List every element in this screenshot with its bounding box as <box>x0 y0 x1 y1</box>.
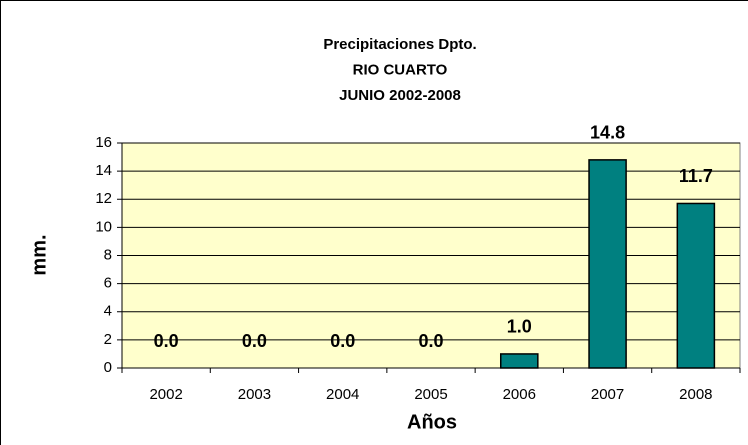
chart-title: RIO CUARTO <box>353 61 448 78</box>
y-tick-label: 2 <box>104 331 112 348</box>
x-tick-label: 2007 <box>591 386 624 403</box>
chart-title: Precipitaciones Dpto. <box>323 36 476 53</box>
x-tick-label: 2004 <box>326 386 359 403</box>
bar <box>588 159 627 369</box>
value-label: 11.7 <box>679 166 713 186</box>
value-label: 0.0 <box>330 331 355 351</box>
value-label: 0.0 <box>242 331 267 351</box>
x-tick-label: 2008 <box>679 386 712 403</box>
y-tick-label: 14 <box>95 162 112 179</box>
x-axis-title: Años <box>407 411 457 433</box>
y-tick-label: 8 <box>104 246 112 263</box>
y-tick-label: 16 <box>95 134 112 151</box>
value-label: 1.0 <box>507 317 532 337</box>
bar <box>499 353 539 369</box>
y-tick-label: 12 <box>95 190 112 207</box>
y-tick-label: 4 <box>104 303 112 320</box>
y-axis-title: mm. <box>28 234 50 275</box>
x-tick-label: 2003 <box>238 386 271 403</box>
y-tick-label: 10 <box>95 218 112 235</box>
bar <box>676 202 716 369</box>
value-label: 14.8 <box>590 123 625 143</box>
x-tick-label: 2006 <box>503 386 536 403</box>
x-tick-label: 2005 <box>414 386 447 403</box>
x-tick-label: 2002 <box>149 386 182 403</box>
value-label: 0.0 <box>154 331 179 351</box>
y-tick-label: 6 <box>104 275 112 292</box>
y-tick-label: 0 <box>104 359 112 376</box>
value-label: 0.0 <box>418 331 443 351</box>
chart-title: JUNIO 2002-2008 <box>339 87 461 104</box>
